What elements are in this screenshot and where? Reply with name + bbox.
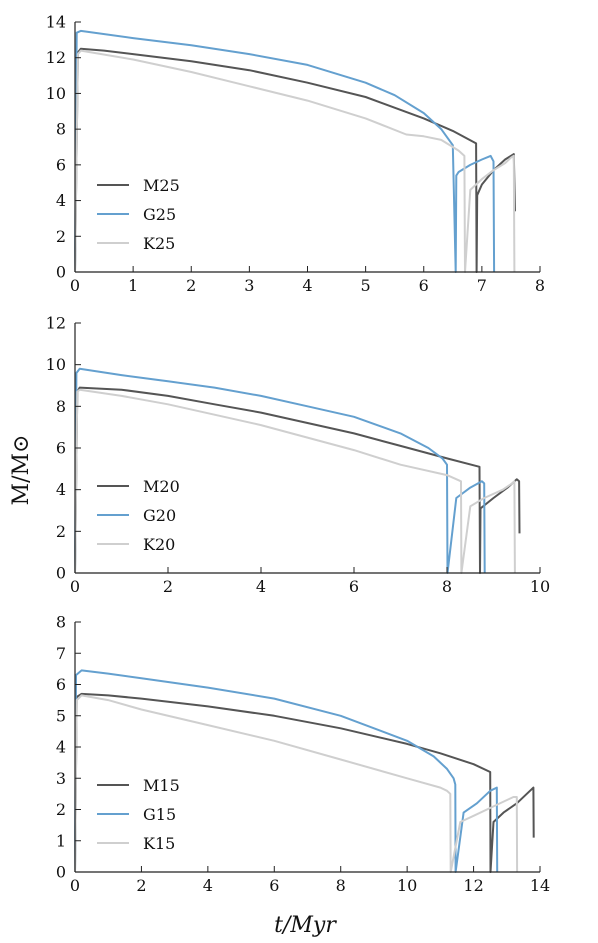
- series-line-k15: [74, 694, 519, 873]
- y-axis-label: M/M⊙: [9, 435, 34, 506]
- x-tick-label: 8: [336, 876, 346, 895]
- x-tick-label: 6: [349, 577, 359, 596]
- x-tick-label: 8: [442, 577, 452, 596]
- x-tick-label: 6: [269, 876, 279, 895]
- x-tick-label: 10: [397, 876, 417, 895]
- legend-label-m25: M25: [143, 176, 180, 195]
- legend-label-k15: K15: [143, 834, 175, 853]
- y-tick-label: 10: [46, 355, 66, 374]
- y-tick-label: 12: [46, 48, 66, 67]
- x-tick-label: 4: [302, 276, 312, 295]
- x-tick-label: 8: [535, 276, 545, 295]
- x-tick-label: 2: [136, 876, 146, 895]
- y-tick-label: 2: [56, 227, 66, 246]
- legend: M25 G25 K25: [97, 176, 180, 253]
- y-tick-label: 2: [56, 800, 66, 819]
- x-tick-label: 2: [163, 577, 173, 596]
- y-tick-label: 0: [56, 263, 66, 282]
- legend-label-m20: M20: [143, 477, 180, 496]
- x-tick-label: 3: [244, 276, 254, 295]
- x-tick-label: 4: [256, 577, 266, 596]
- legend: M20 G20 K20: [97, 477, 180, 554]
- x-tick-label: 1: [128, 276, 138, 295]
- x-tick-label: 14: [530, 876, 550, 895]
- y-tick-label: 8: [56, 397, 66, 416]
- x-tick-label: 0: [70, 876, 80, 895]
- series-line-g25: [74, 29, 496, 273]
- legend-label-k25: K25: [143, 234, 175, 253]
- legend-label-g20: G20: [143, 506, 176, 525]
- y-tick-label: 12: [46, 314, 66, 333]
- x-tick-label: 6: [419, 276, 429, 295]
- y-tick-label: 6: [56, 439, 66, 458]
- y-tick-label: 7: [56, 644, 66, 663]
- y-tick-label: 8: [56, 120, 66, 139]
- y-tick-label: 1: [56, 831, 66, 850]
- x-tick-label: 12: [463, 876, 483, 895]
- y-tick-label: 6: [56, 675, 66, 694]
- y-tick-label: 0: [56, 863, 66, 882]
- series-line-m25: [74, 47, 516, 273]
- series-line-g15: [74, 669, 499, 873]
- series-line-k25: [74, 49, 516, 273]
- series-line-m20: [74, 386, 521, 574]
- y-tick-label: 0: [56, 564, 66, 583]
- chart-panel-2: 0 2 4 6 8 10 0 2 4 6 8 10 12 M20 G20 K20: [46, 314, 551, 597]
- y-tick-label: 4: [56, 480, 66, 499]
- x-tick-label: 10: [530, 577, 550, 596]
- legend-label-m15: M15: [143, 776, 180, 795]
- series-line-g20: [74, 367, 486, 574]
- x-tick-label: 5: [361, 276, 371, 295]
- y-tick-label: 14: [46, 13, 66, 32]
- y-tick-label: 6: [56, 155, 66, 174]
- series-line-k20: [74, 388, 516, 574]
- y-tick-label: 10: [46, 84, 66, 103]
- legend-label-g15: G15: [143, 805, 176, 824]
- x-tick-label: 2: [186, 276, 196, 295]
- y-tick-label: 3: [56, 769, 66, 788]
- x-tick-label: 0: [70, 276, 80, 295]
- legend: M15 G15 K15: [97, 776, 180, 853]
- x-tick-label: 4: [203, 876, 213, 895]
- y-tick-label: 2: [56, 522, 66, 541]
- x-axis-label: t/Myr: [274, 913, 337, 938]
- legend-label-k20: K20: [143, 535, 175, 554]
- y-tick-label: 5: [56, 706, 66, 725]
- x-tick-label: 0: [70, 577, 80, 596]
- legend-label-g25: G25: [143, 205, 176, 224]
- y-tick-label: 8: [56, 613, 66, 632]
- y-tick-label: 4: [56, 738, 66, 757]
- x-tick-label: 7: [477, 276, 487, 295]
- y-tick-label: 4: [56, 191, 66, 210]
